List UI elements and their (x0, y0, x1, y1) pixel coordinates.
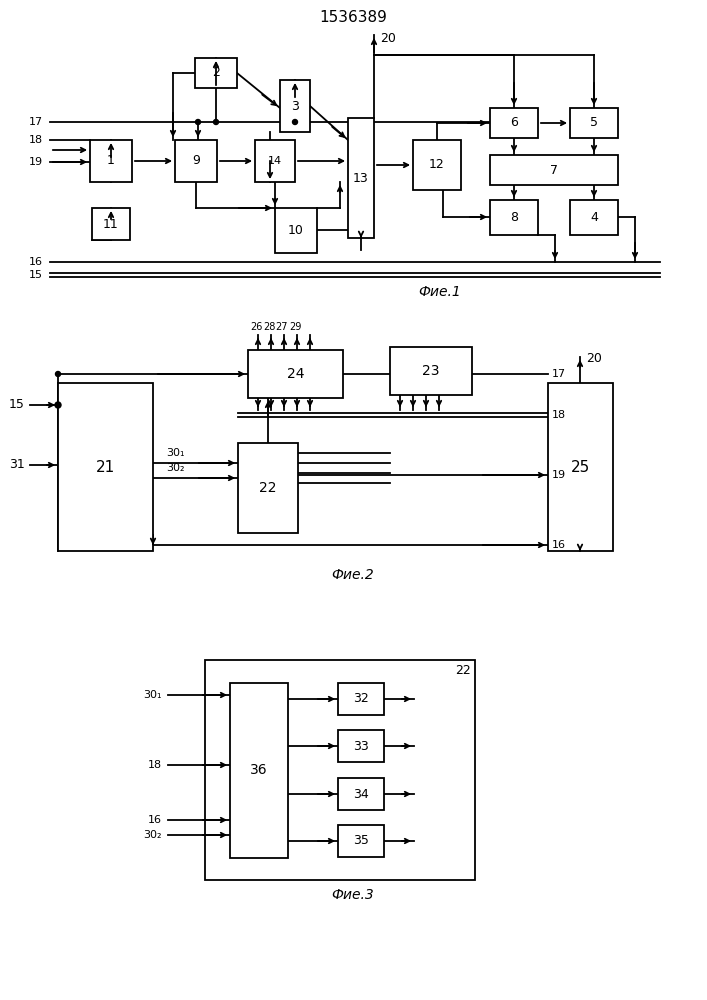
Text: 18: 18 (29, 135, 43, 145)
Circle shape (293, 119, 298, 124)
Text: 1: 1 (107, 154, 115, 167)
Bar (58, 383, 153, 551)
Text: 1536389: 1536389 (319, 10, 387, 25)
Bar (248, 350, 343, 398)
Bar (390, 347, 472, 395)
Bar (195, 58, 237, 88)
Text: 25: 25 (571, 460, 590, 475)
Text: 22: 22 (259, 481, 276, 495)
Text: 26: 26 (250, 322, 262, 332)
Text: Фие.2: Фие.2 (332, 568, 375, 582)
Bar (490, 155, 618, 185)
Text: 30₂: 30₂ (165, 463, 185, 473)
Text: 2: 2 (212, 66, 220, 80)
Text: 24: 24 (287, 367, 304, 381)
Bar (90, 140, 132, 182)
Text: 10: 10 (288, 224, 304, 237)
Text: 8: 8 (510, 211, 518, 224)
Text: 18: 18 (148, 760, 162, 770)
Text: 36: 36 (250, 764, 268, 778)
Bar (275, 208, 317, 253)
Circle shape (55, 402, 61, 408)
Circle shape (214, 119, 218, 124)
Text: 27: 27 (276, 322, 288, 332)
Text: 3: 3 (291, 100, 299, 112)
Text: 19: 19 (29, 157, 43, 167)
Text: Фие.1: Фие.1 (419, 285, 462, 299)
Text: 20: 20 (380, 31, 396, 44)
Bar (413, 140, 461, 190)
Text: 16: 16 (148, 815, 162, 825)
Text: 11: 11 (103, 218, 119, 231)
Bar (338, 778, 384, 810)
Bar (348, 118, 374, 238)
Text: 13: 13 (353, 172, 369, 184)
Text: 23: 23 (422, 364, 440, 378)
Bar (92, 208, 130, 240)
Text: 9: 9 (192, 154, 200, 167)
Text: 30₁: 30₁ (144, 690, 162, 700)
Text: 22: 22 (455, 664, 471, 676)
Text: 15: 15 (9, 398, 25, 412)
Circle shape (56, 371, 61, 376)
Bar (205, 660, 475, 880)
Text: 14: 14 (268, 156, 282, 166)
Bar (570, 108, 618, 138)
Text: 16: 16 (29, 257, 43, 267)
Bar (548, 383, 613, 551)
Text: 35: 35 (353, 834, 369, 848)
Text: 4: 4 (590, 211, 598, 224)
Bar (280, 80, 310, 132)
Bar (490, 108, 538, 138)
Bar (175, 140, 217, 182)
Circle shape (196, 119, 201, 124)
Text: 6: 6 (510, 116, 518, 129)
Text: 32: 32 (353, 692, 369, 706)
Text: 17: 17 (29, 117, 43, 127)
Text: 33: 33 (353, 740, 369, 752)
Text: 19: 19 (552, 470, 566, 480)
Text: 34: 34 (353, 788, 369, 800)
Text: 21: 21 (96, 460, 115, 475)
Text: 12: 12 (429, 158, 445, 172)
Text: 17: 17 (552, 369, 566, 379)
Text: 7: 7 (550, 163, 558, 176)
Bar (338, 730, 384, 762)
Bar (338, 825, 384, 857)
Text: 29: 29 (289, 322, 301, 332)
Bar (490, 200, 538, 235)
Text: 16: 16 (552, 540, 566, 550)
Bar (255, 140, 295, 182)
Bar (230, 683, 288, 858)
Text: 18: 18 (552, 410, 566, 420)
Text: 30₂: 30₂ (144, 830, 162, 840)
Text: 20: 20 (586, 353, 602, 365)
Text: 31: 31 (9, 458, 25, 472)
Bar (338, 683, 384, 715)
Text: 5: 5 (590, 116, 598, 129)
Text: 15: 15 (29, 270, 43, 280)
Text: 28: 28 (263, 322, 275, 332)
Text: Фие.3: Фие.3 (332, 888, 375, 902)
Text: 30₁: 30₁ (165, 448, 185, 458)
Bar (570, 200, 618, 235)
Bar (238, 443, 298, 533)
